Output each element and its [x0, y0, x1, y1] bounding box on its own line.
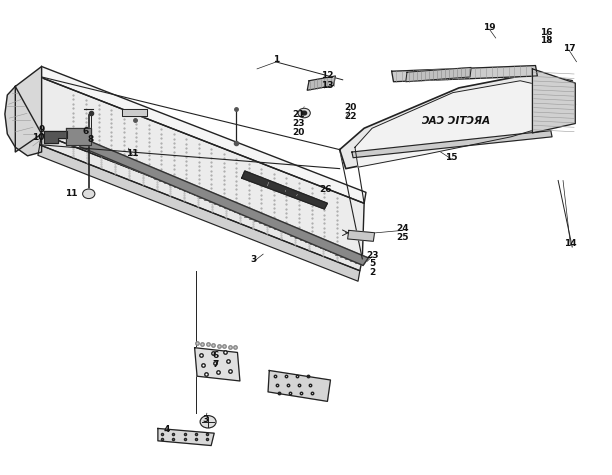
Polygon shape — [340, 74, 575, 169]
Text: ƆAƆ ƆITƆЯA: ƆAƆ ƆITƆЯA — [422, 116, 490, 126]
Polygon shape — [268, 370, 330, 401]
Text: 22: 22 — [344, 112, 356, 121]
Polygon shape — [348, 230, 375, 241]
Polygon shape — [40, 134, 362, 271]
Text: 10: 10 — [32, 133, 44, 142]
Polygon shape — [355, 81, 556, 167]
Text: 4: 4 — [163, 426, 170, 434]
Text: 9: 9 — [39, 125, 45, 133]
Polygon shape — [406, 67, 471, 82]
Circle shape — [200, 416, 216, 428]
Text: 21: 21 — [293, 111, 305, 119]
Text: 14: 14 — [564, 239, 577, 247]
Text: 20: 20 — [344, 104, 356, 112]
Text: 25: 25 — [397, 233, 409, 242]
Text: 17: 17 — [563, 45, 575, 53]
Text: 8: 8 — [88, 135, 94, 144]
Polygon shape — [44, 131, 67, 143]
Polygon shape — [40, 66, 366, 203]
Text: 23: 23 — [366, 251, 378, 259]
Polygon shape — [352, 131, 552, 158]
Polygon shape — [158, 428, 214, 446]
Text: 11: 11 — [126, 149, 138, 158]
Circle shape — [302, 111, 307, 115]
Text: 26: 26 — [319, 186, 332, 194]
Polygon shape — [307, 76, 335, 90]
Circle shape — [83, 189, 95, 199]
Polygon shape — [15, 66, 42, 152]
Text: 19: 19 — [483, 23, 496, 32]
Text: 15: 15 — [446, 153, 458, 162]
Text: 24: 24 — [397, 225, 409, 233]
Polygon shape — [195, 348, 240, 381]
Polygon shape — [242, 171, 327, 209]
Text: 20: 20 — [293, 128, 305, 136]
Text: 12: 12 — [321, 72, 333, 80]
Text: 11: 11 — [65, 190, 78, 198]
Text: 5: 5 — [369, 259, 375, 268]
Text: 2: 2 — [369, 268, 375, 276]
Polygon shape — [392, 66, 537, 82]
Text: 7: 7 — [212, 361, 218, 369]
Polygon shape — [66, 128, 91, 145]
Text: 3: 3 — [202, 415, 208, 424]
Text: 1: 1 — [274, 55, 280, 64]
Text: 6: 6 — [212, 351, 218, 360]
Polygon shape — [40, 77, 364, 259]
Polygon shape — [38, 145, 360, 281]
Polygon shape — [5, 86, 42, 156]
Text: 23: 23 — [293, 119, 305, 128]
Text: 3: 3 — [251, 256, 257, 264]
Polygon shape — [122, 109, 147, 116]
Text: 13: 13 — [321, 81, 333, 90]
Text: 18: 18 — [540, 37, 553, 45]
Polygon shape — [532, 69, 575, 133]
Circle shape — [298, 108, 310, 118]
Polygon shape — [80, 139, 368, 266]
Text: 16: 16 — [540, 28, 553, 37]
Text: 6: 6 — [83, 127, 89, 135]
